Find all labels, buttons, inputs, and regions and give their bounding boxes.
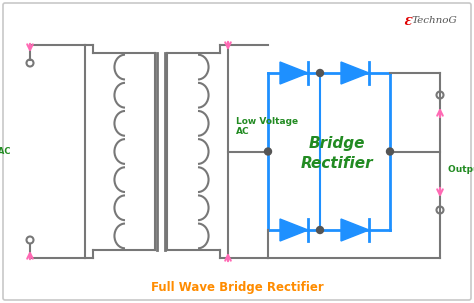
Circle shape	[386, 148, 393, 155]
Polygon shape	[341, 62, 369, 84]
Text: Bridge: Bridge	[309, 136, 365, 151]
Text: Ɛ: Ɛ	[403, 16, 411, 27]
Text: Low Voltage
AC: Low Voltage AC	[236, 117, 298, 136]
Text: Rectifier: Rectifier	[301, 156, 374, 171]
Text: High Voltage AC: High Voltage AC	[0, 147, 10, 156]
Circle shape	[264, 148, 272, 155]
Polygon shape	[280, 219, 308, 241]
Polygon shape	[341, 219, 369, 241]
Text: TechnoG: TechnoG	[412, 16, 458, 25]
Text: Full Wave Bridge Rectifier: Full Wave Bridge Rectifier	[151, 281, 323, 295]
Circle shape	[317, 69, 323, 76]
Polygon shape	[280, 62, 308, 84]
Circle shape	[317, 227, 323, 234]
Text: Output DC: Output DC	[448, 165, 474, 175]
